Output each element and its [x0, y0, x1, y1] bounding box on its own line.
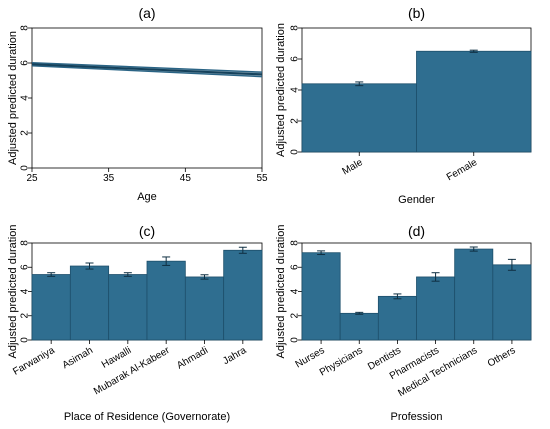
bar: [184, 276, 225, 341]
x-axis-label: Place of Residence (Governorate): [64, 411, 230, 423]
x-tick-label: Jahra: [221, 345, 249, 367]
chart-title: (b): [408, 5, 425, 21]
chart-title: (c): [139, 223, 155, 239]
bar: [416, 276, 456, 341]
y-tick-label: 6: [290, 264, 301, 270]
y-tick-label: 4: [290, 288, 301, 294]
x-tick-label: Others: [486, 345, 517, 370]
y-tick-label: 8: [290, 240, 301, 246]
bar: [339, 312, 379, 341]
prediction-line: [31, 63, 263, 76]
y-tick-label: 0: [20, 337, 31, 343]
y-axis-label: Adjusted predicted duration: [7, 31, 19, 165]
y-axis-label: Adjusted predicted duration: [7, 225, 19, 359]
ci-lower-line: [31, 65, 263, 78]
plot-frame: [31, 27, 263, 169]
y-axis-label: Adjusted predicted duration: [275, 225, 287, 359]
bar: [454, 248, 494, 341]
x-tick-label: Ahmadi: [175, 345, 210, 371]
y-tick-label: 8: [20, 240, 31, 246]
bar: [31, 274, 71, 341]
x-axis-label: Age: [137, 191, 157, 203]
y-tick-label: 6: [20, 60, 31, 66]
x-tick-label: 25: [26, 173, 38, 184]
y-axis-label: Adjusted predicted duration: [275, 23, 287, 157]
y-tick-label: 0: [290, 337, 301, 343]
y-tick-label: 2: [20, 313, 31, 319]
y-tick-label: 2: [290, 118, 301, 124]
bar: [377, 295, 417, 341]
x-tick-label: Physicians: [318, 345, 365, 378]
x-tick-label: Asimah: [61, 345, 95, 371]
x-tick-label: 35: [103, 173, 115, 184]
y-tick-label: 0: [290, 149, 301, 155]
y-tick-label: 2: [20, 130, 31, 136]
bar: [416, 50, 532, 153]
y-tick-label: 8: [290, 25, 301, 31]
y-tick-label: 2: [290, 313, 301, 319]
bar: [301, 83, 417, 153]
y-tick-label: 6: [20, 264, 31, 270]
x-tick-label: 55: [256, 173, 268, 184]
y-tick-label: 6: [290, 56, 301, 62]
bar: [223, 249, 263, 341]
x-tick-label: Male: [340, 157, 365, 178]
bar: [146, 260, 186, 341]
bar: [492, 264, 532, 341]
y-tick-label: 4: [20, 95, 31, 101]
chart-title: (a): [138, 5, 155, 21]
bar: [108, 274, 148, 341]
x-tick-label: 45: [180, 173, 192, 184]
chart-title: (d): [408, 223, 425, 239]
y-tick-label: 4: [290, 87, 301, 93]
y-tick-label: 4: [20, 288, 31, 294]
x-axis-label: Gender: [398, 194, 435, 206]
x-axis-label: Profession: [391, 411, 443, 423]
ci-upper-line: [31, 61, 263, 73]
x-tick-label: Female: [445, 157, 480, 183]
bar: [301, 252, 341, 341]
y-tick-label: 8: [20, 25, 31, 31]
y-tick-label: 0: [20, 165, 31, 171]
bar: [69, 265, 110, 341]
